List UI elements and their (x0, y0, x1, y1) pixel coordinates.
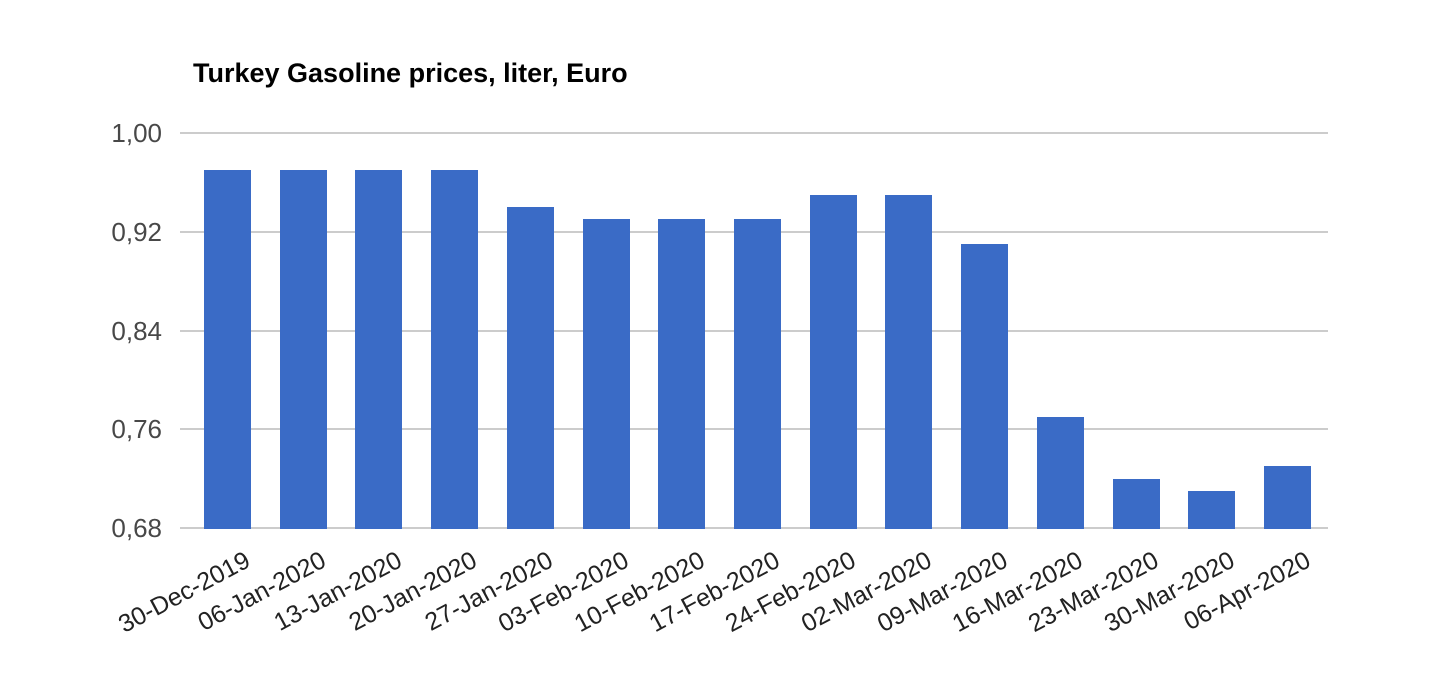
y-axis-tick-label: 0,92 (111, 216, 162, 247)
bar[interactable] (1036, 416, 1084, 529)
bar[interactable] (506, 207, 554, 529)
bar[interactable] (1112, 478, 1160, 529)
bar[interactable] (885, 194, 933, 529)
bar[interactable] (204, 170, 251, 529)
bar[interactable] (431, 170, 479, 529)
y-axis-tick-label: 0,68 (111, 513, 162, 543)
chart-title: Turkey Gasoline prices, liter, Euro (193, 58, 628, 88)
bar[interactable] (582, 219, 630, 529)
bar[interactable] (1188, 490, 1236, 529)
y-axis-tick-label: 0,76 (111, 414, 162, 445)
bar[interactable] (1263, 466, 1311, 529)
bar[interactable] (733, 219, 781, 529)
bar[interactable] (355, 170, 403, 529)
gridline (180, 132, 1328, 134)
y-axis-tick-label: 0,84 (111, 315, 162, 346)
bar[interactable] (809, 194, 857, 529)
bar[interactable] (961, 244, 1009, 529)
y-axis-tick-label: 1,00 (111, 118, 162, 148)
bar[interactable] (658, 219, 706, 529)
bar[interactable] (279, 170, 327, 529)
